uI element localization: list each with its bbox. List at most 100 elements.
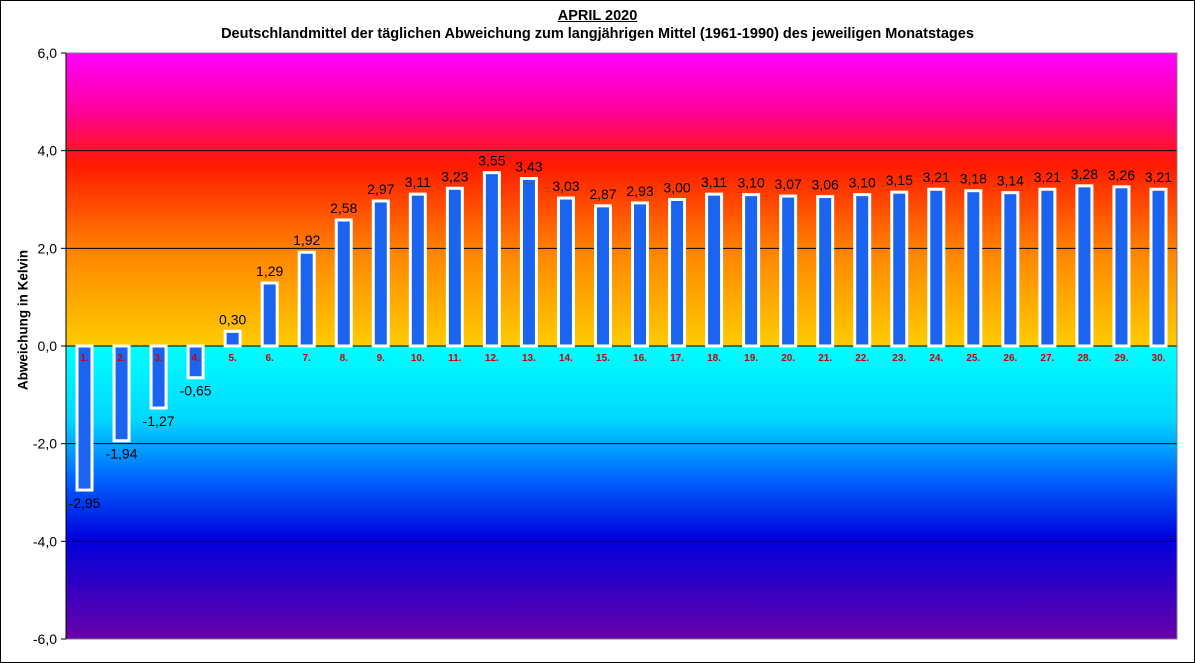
day-label: 4.: [191, 353, 200, 364]
bar: [1001, 191, 1020, 348]
day-label: 30.: [1152, 353, 1166, 364]
value-label: 3,21: [923, 169, 950, 185]
y-tick-label: 6,0: [38, 45, 58, 61]
bar: [779, 194, 798, 348]
bars: [75, 171, 1168, 492]
gridlines: [66, 150, 1177, 542]
day-label: 19.: [744, 353, 758, 364]
value-label: -2,95: [69, 495, 101, 511]
day-label: 15.: [596, 353, 610, 364]
day-labels: 1. 2. 3. 4. 5. 6. 7. 8. 9. 10. 11. 12. 13. 14. 15. 16. 1…: [80, 353, 1165, 364]
value-label: 2,93: [626, 183, 653, 199]
day-label: 17.: [670, 353, 684, 364]
value-label: -0,65: [180, 383, 212, 399]
bar: [1075, 184, 1094, 348]
day-label: 7.: [303, 353, 312, 364]
bar: [371, 199, 390, 348]
value-label: 2,97: [367, 181, 394, 197]
day-label: 3.: [154, 353, 163, 364]
y-tick-label: -2,0: [33, 436, 57, 452]
y-tick-label: -4,0: [33, 533, 57, 549]
value-label: 3,10: [849, 175, 876, 191]
bar: [482, 171, 501, 348]
value-label: 3,43: [515, 159, 542, 175]
value-label: 3,07: [775, 176, 802, 192]
bar: [297, 250, 316, 348]
positive-background: [66, 53, 1177, 346]
day-label: 16.: [633, 353, 647, 364]
value-label: 3,14: [997, 173, 1024, 189]
day-label: 13.: [522, 353, 536, 364]
day-label: 25.: [966, 353, 980, 364]
day-label: 26.: [1003, 353, 1017, 364]
bar: [890, 190, 909, 348]
day-label: 27.: [1040, 353, 1054, 364]
bar: [149, 344, 168, 410]
day-label: 2.: [117, 353, 126, 364]
day-label: 14.: [559, 353, 573, 364]
day-label: 6.: [266, 353, 275, 364]
bar: [705, 192, 724, 348]
bar: [1038, 187, 1057, 348]
day-label: 9.: [377, 353, 386, 364]
chart-title: APRIL 2020: [557, 8, 638, 24]
value-label: 3,03: [552, 178, 579, 194]
bar: [519, 177, 538, 348]
chart-title-block: APRIL 2020 Deutschlandmittel der täglich…: [0, 7, 1195, 43]
value-label: 3,00: [663, 180, 690, 196]
bar: [1112, 185, 1131, 348]
bar: [853, 193, 872, 348]
day-label: 18.: [707, 353, 721, 364]
value-label: 3,55: [478, 153, 505, 169]
day-label: 29.: [1114, 353, 1128, 364]
plot-background: [66, 53, 1177, 639]
chart-subtitle: Deutschlandmittel der täglichen Abweichu…: [221, 26, 974, 42]
bar: [593, 204, 612, 348]
bar: [556, 196, 575, 348]
bar: [334, 218, 353, 348]
y-tick-label: 4,0: [38, 143, 58, 159]
day-label: 20.: [781, 353, 795, 364]
bar: [408, 192, 427, 348]
day-label: 23.: [892, 353, 906, 364]
day-label: 11.: [448, 353, 462, 364]
value-label: 3,10: [737, 175, 764, 191]
value-label: 1,92: [293, 232, 320, 248]
value-label: 0,30: [219, 311, 246, 327]
y-ticks: 6,0 4,0 2,0 0,0 -2,0 -4,0 -6,0: [33, 45, 66, 647]
day-label: 1.: [80, 353, 89, 364]
bar: [112, 344, 131, 443]
value-label: 3,23: [441, 168, 468, 184]
day-label: 28.: [1077, 353, 1091, 364]
bar: [964, 189, 983, 348]
bar: [816, 195, 835, 348]
value-label: 3,11: [701, 174, 727, 190]
day-label: 10.: [411, 353, 425, 364]
value-label: 3,21: [1034, 169, 1061, 185]
value-label: 2,87: [589, 186, 616, 202]
bar: [927, 187, 946, 348]
value-label: -1,94: [106, 446, 138, 462]
bar: [668, 198, 687, 348]
day-label: 8.: [340, 353, 349, 364]
value-label: 3,06: [812, 177, 839, 193]
value-label: 3,28: [1071, 166, 1098, 182]
day-label: 21.: [818, 353, 832, 364]
bar: [186, 344, 205, 380]
negative-background: [66, 346, 1177, 639]
bar: [223, 329, 242, 348]
value-label: 3,26: [1108, 167, 1135, 183]
bar: [445, 186, 464, 348]
value-label: 2,58: [330, 200, 357, 216]
day-label: 12.: [485, 353, 499, 364]
value-labels: -2,95 -1,94 -1,27 -0,65 0,30 1,29 1,92 2,58 2,97…: [69, 153, 1173, 511]
y-tick-label: -6,0: [33, 631, 57, 647]
bar: [1149, 187, 1168, 348]
y-tick-label: 0,0: [38, 338, 58, 354]
value-label: 3,21: [1145, 169, 1172, 185]
day-label: 22.: [855, 353, 869, 364]
value-label: 3,11: [405, 174, 431, 190]
bar: [260, 281, 279, 348]
bar: [631, 201, 650, 348]
value-label: 3,18: [960, 171, 987, 187]
